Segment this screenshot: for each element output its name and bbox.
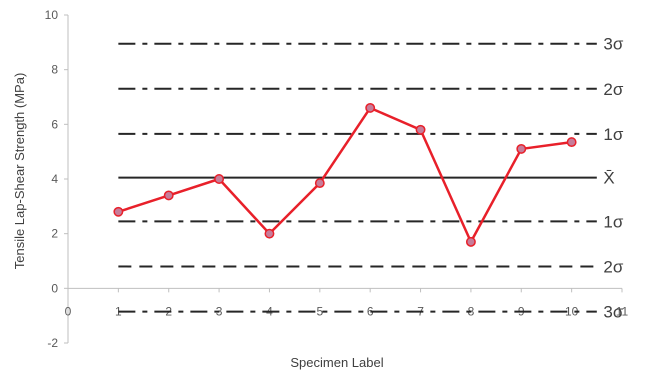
y-tick-label: 2 [51, 227, 58, 241]
data-point [264, 228, 275, 239]
x-tick-label: 6 [367, 304, 374, 318]
y-tick-label: 8 [51, 63, 58, 77]
y-tick-label: 4 [51, 172, 58, 186]
y-axis-title: Tensile Lap-Shear Strength (MPa) [12, 73, 27, 270]
control-line-label: 2σ [603, 257, 623, 276]
control-line-label: 1σ [603, 212, 623, 231]
data-point [465, 236, 476, 247]
data-point [415, 124, 426, 135]
control-line-label: 2σ [603, 80, 623, 99]
data-point [314, 178, 325, 189]
y-tick-label: -2 [47, 336, 58, 350]
y-tick-label: 0 [51, 281, 58, 295]
x-axis-title: Specimen Label [290, 355, 383, 370]
data-point [163, 190, 174, 201]
control-line-label: 3σ [603, 303, 623, 322]
x-tick-label: 0 [65, 304, 72, 318]
data-point [365, 102, 376, 113]
x-tick-label: 10 [565, 304, 579, 318]
control-line-label: 3σ [603, 35, 623, 54]
data-point [566, 137, 577, 148]
x-tick-label: 11 [616, 304, 629, 318]
y-tick-label: 6 [51, 117, 58, 131]
data-point [516, 143, 527, 154]
control-line-label: 1σ [603, 125, 623, 144]
data-point [214, 174, 225, 184]
series-line [117, 106, 572, 244]
data-point [113, 206, 124, 217]
control-line-label: X̄ [603, 169, 614, 188]
x-tick-label: 5 [316, 304, 323, 318]
y-tick-label: 10 [45, 8, 59, 22]
